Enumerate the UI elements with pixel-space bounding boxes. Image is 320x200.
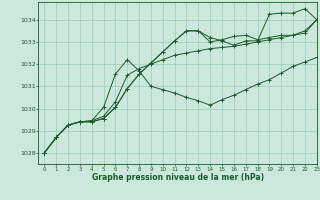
X-axis label: Graphe pression niveau de la mer (hPa): Graphe pression niveau de la mer (hPa) xyxy=(92,173,264,182)
